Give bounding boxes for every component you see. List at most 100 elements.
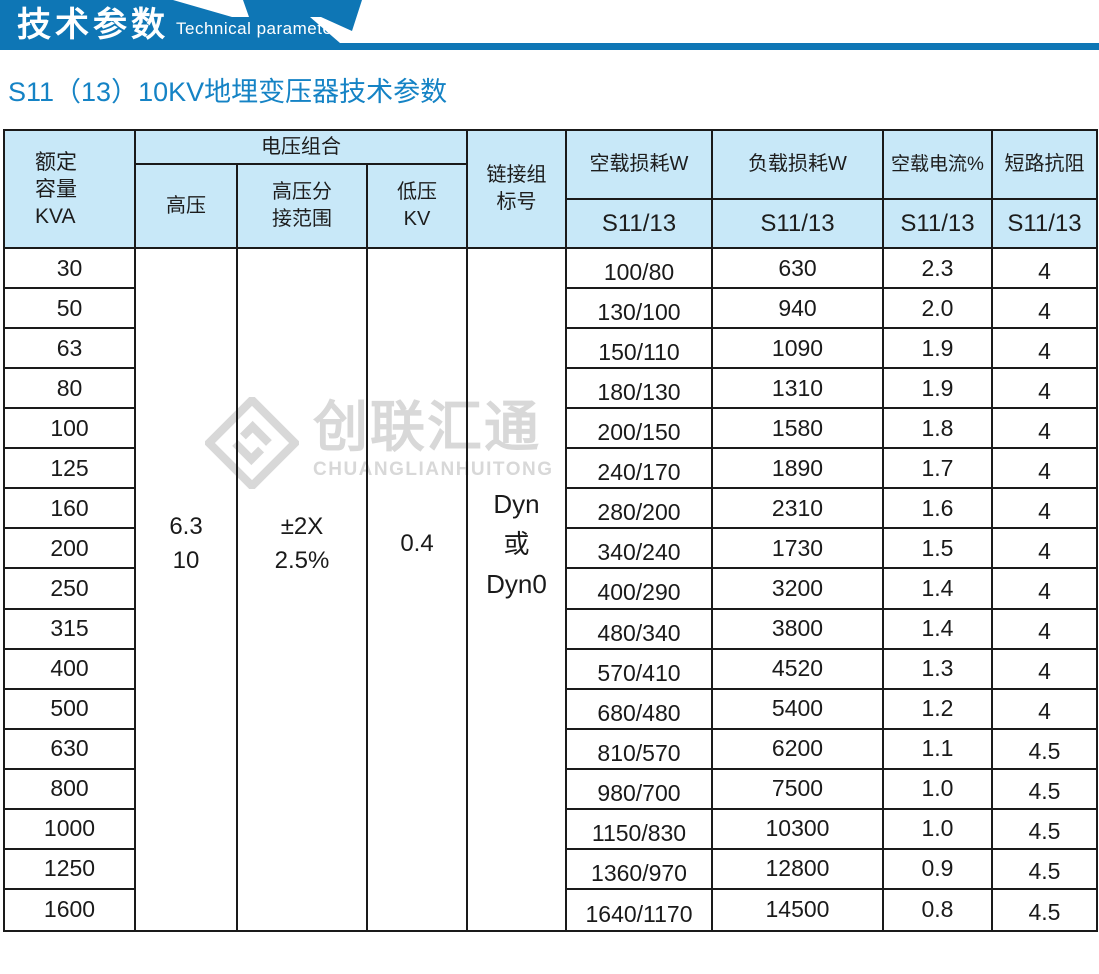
capacity-cell: 500 [5,690,134,730]
impedance-cell: 4 [993,610,1096,650]
impedance-cell: 4 [993,249,1096,290]
load-loss-cell: 6200 [713,730,882,770]
header-hv-tap-range: 高压分 接范围 [238,165,366,249]
no-load-loss-cell: 1640/1170 [585,900,693,927]
impedance-cell: 4.5 [993,810,1096,850]
header-vector-group: 链接组 标号 [468,131,565,249]
no-load-current-cell: 1.3 [884,650,991,690]
merged-cell-vector-group: Dyn 或 Dyn0 [486,488,547,599]
no-load-current-cell: 1.7 [884,449,991,490]
impedance-cell: 4 [993,529,1096,570]
column-lv: 低压 KV 0.4 [368,165,466,930]
no-load-current-cell: 0.8 [921,896,954,923]
header-load-loss: 负载损耗W [713,131,882,200]
capacity-cell: 160 [5,489,134,530]
header-banner: 技术参数 Technical parameter [0,0,1099,50]
capacity-cell: 630 [5,730,134,770]
no-load-current-cell: 1.0 [884,770,991,810]
capacity-cell: 1250 [5,850,134,890]
no-load-current-cell: 1.6 [884,489,991,530]
section-title: S11（13）10KV地埋变压器技术参数 [8,77,448,107]
no-load-loss-cell: 100/80 [567,249,711,290]
header-lv: 低压 KV [368,165,466,249]
capacity-cell: 80 [5,369,134,410]
capacity-cell: 125 [5,449,134,490]
load-loss-cell: 1310 [713,369,882,410]
capacity-cell: 800 [5,770,134,810]
impedance-cells: 4 4 4 4 4 4 4 4 4 4 4 4 4.5 4.5 4.5 4.5 4.5 [993,249,1096,930]
no-load-loss-cell: 200/150 [567,409,711,450]
no-load-current-cell: 2.3 [884,249,991,290]
impedance-cell: 4 [993,449,1096,490]
load-loss-cell: 630 [713,249,882,290]
impedance-cell: 4 [993,409,1096,450]
no-load-current-cell: 1.5 [884,529,991,570]
load-loss-cell: 2310 [713,489,882,530]
load-loss-cell: 3800 [713,610,882,650]
load-loss-cell: 10300 [713,810,882,850]
column-load-loss: 负载损耗W S11/13 630 940 1090 1310 1580 1890 2310 1… [713,131,884,930]
no-load-loss-cell: 570/410 [567,650,711,690]
capacity-cell: 50 [5,289,134,330]
capacity-cell: 315 [5,610,134,650]
subheader-no-load-current-s11: S11/13 [884,200,991,249]
column-vector-group: 链接组 标号 Dyn 或 Dyn0 [468,131,567,930]
parameters-table: 创联汇通 CHUANGLIANHUITONG 额定 容量 KVA 30 50 63 8… [3,129,1098,932]
load-loss-cell: 1580 [713,409,882,450]
subheader-load-loss-s11: S11/13 [713,200,882,249]
impedance-cell: 4.5 [993,770,1096,810]
column-impedance: 短路抗阻 S11/13 4 4 4 4 4 4 4 4 4 4 4 4 4.5 4.5 4.5 4.5 4.5 [993,131,1096,930]
no-load-loss-cell: 180/130 [567,369,711,410]
impedance-cell: 4.5 [993,850,1096,890]
no-load-current-cell: 2.0 [884,289,991,330]
no-load-loss-cell: 480/340 [567,610,711,650]
no-load-loss-cell: 1360/970 [567,850,711,890]
capacity-cell: 200 [5,529,134,570]
impedance-cell: 4 [993,329,1096,370]
no-load-current-cells: 2.3 2.0 1.9 1.9 1.8 1.7 1.6 1.5 1.4 1.4 1.3 1.2 1.1 1… [884,249,991,930]
impedance-cell: 4.5 [1028,899,1061,926]
impedance-cell: 4 [993,289,1096,330]
load-loss-cell: 7500 [713,770,882,810]
banner-subtitle: Technical parameter [176,19,339,38]
no-load-loss-cell: 1150/830 [567,810,711,850]
merged-cell-hv-tap-range: ±2X 2.5% [274,512,330,574]
load-loss-cell: 3200 [713,569,882,610]
no-load-current-cell: 1.1 [884,730,991,770]
column-no-load-current: 空载电流% S11/13 2.3 2.0 1.9 1.9 1.8 1.7 1.6 1.5 1.4… [884,131,993,930]
load-loss-cell: 4520 [713,650,882,690]
merged-cell-hv: 6.3 10 [169,512,203,574]
capacity-cell: 100 [5,409,134,450]
impedance-cell: 4.5 [993,730,1096,770]
no-load-loss-cell: 280/200 [567,489,711,530]
no-load-loss-cell: 680/480 [567,690,711,730]
no-load-loss-cell: 980/700 [567,770,711,810]
header-capacity: 额定 容量 KVA [5,131,134,249]
no-load-loss-cell: 340/240 [567,529,711,570]
column-group-voltage: 电压组合 高压 6.3 10 高压分 接范围 ±2X 2.5% 低压 KV 0.… [136,131,468,930]
impedance-cell: 4 [993,489,1096,530]
subheader-no-load-loss-s11: S11/13 [567,200,711,249]
merged-cell-lv: 0.4 [400,529,434,557]
capacity-cell: 1000 [5,810,134,850]
capacity-cells: 30 50 63 80 100 125 160 200 250 315 400 500 630 800 10… [5,249,134,930]
load-loss-cell: 1090 [713,329,882,370]
impedance-cell: 4 [993,569,1096,610]
subheader-impedance-s11: S11/13 [993,200,1096,249]
capacity-cell: 1600 [43,896,96,923]
column-hv-tap-range: 高压分 接范围 ±2X 2.5% [238,165,368,930]
column-no-load-loss: 空载损耗W S11/13 100/80 130/100 150/110 180/130… [567,131,713,930]
capacity-cell: 400 [5,650,134,690]
no-load-loss-cell: 810/570 [567,730,711,770]
no-load-loss-cell: 150/110 [567,329,711,370]
load-loss-cell: 1730 [713,529,882,570]
capacity-cell: 250 [5,569,134,610]
no-load-current-cell: 1.9 [884,369,991,410]
no-load-current-cell: 1.2 [884,690,991,730]
capacity-cell: 63 [5,329,134,370]
voltage-subcolumns: 高压 6.3 10 高压分 接范围 ±2X 2.5% 低压 KV 0.4 [136,165,466,930]
no-load-loss-cell: 400/290 [567,569,711,610]
banner-title: 技术参数 [17,6,169,44]
load-loss-cell: 14500 [765,896,830,923]
